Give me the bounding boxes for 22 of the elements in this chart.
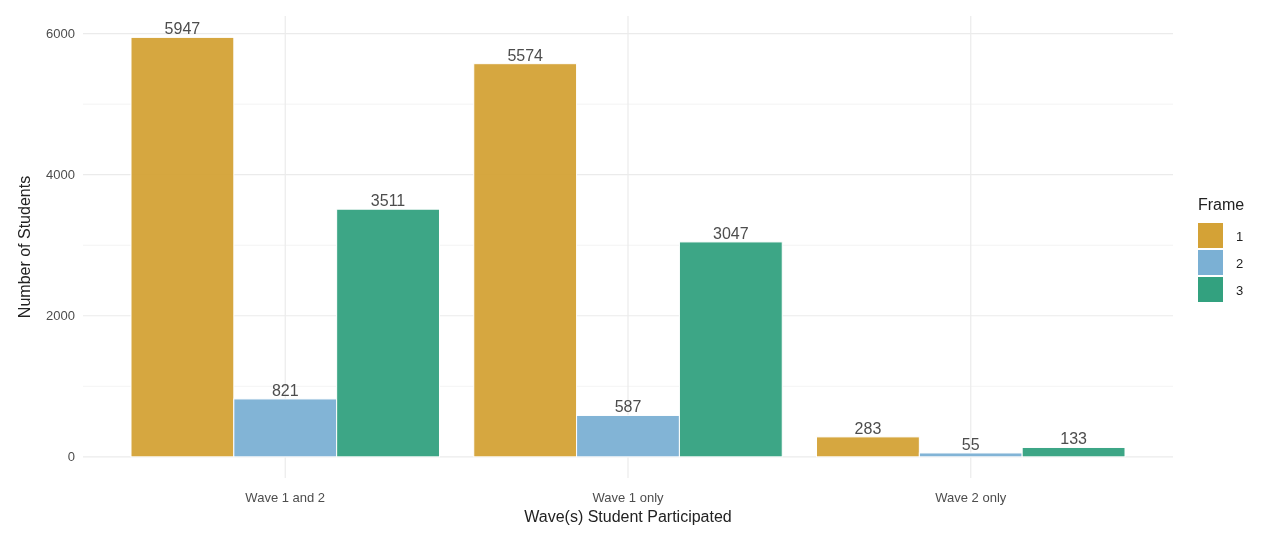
data-label: 587 [614, 398, 642, 416]
data-label: 55 [961, 435, 980, 453]
x-tick-label: Wave 2 only [935, 490, 1007, 505]
x-tick-label: Wave 1 only [592, 490, 665, 505]
data-label: 133 [1060, 430, 1088, 448]
y-tick-label: 0 [67, 449, 75, 465]
legend-title: Frame [1198, 196, 1245, 213]
data-label: 821 [271, 381, 299, 399]
data-label: 283 [854, 419, 882, 437]
x-tick-label: Wave 1 and 2 [245, 490, 326, 505]
legend-label: 2 [1236, 255, 1244, 271]
data-label: 5574 [507, 46, 544, 64]
legend-label: 1 [1236, 228, 1244, 244]
x-axis-title: Wave(s) Student Participated [524, 508, 732, 525]
y-tick-label: 2000 [46, 308, 75, 324]
y-tick-label: 4000 [46, 167, 75, 183]
y-axis-title: Number of Students [16, 175, 33, 319]
y-tick-label: 6000 [46, 26, 75, 42]
data-label: 5947 [164, 20, 201, 38]
data-label: 3047 [713, 224, 749, 242]
legend-label: 3 [1236, 282, 1244, 298]
data-label: 3511 [370, 192, 406, 210]
